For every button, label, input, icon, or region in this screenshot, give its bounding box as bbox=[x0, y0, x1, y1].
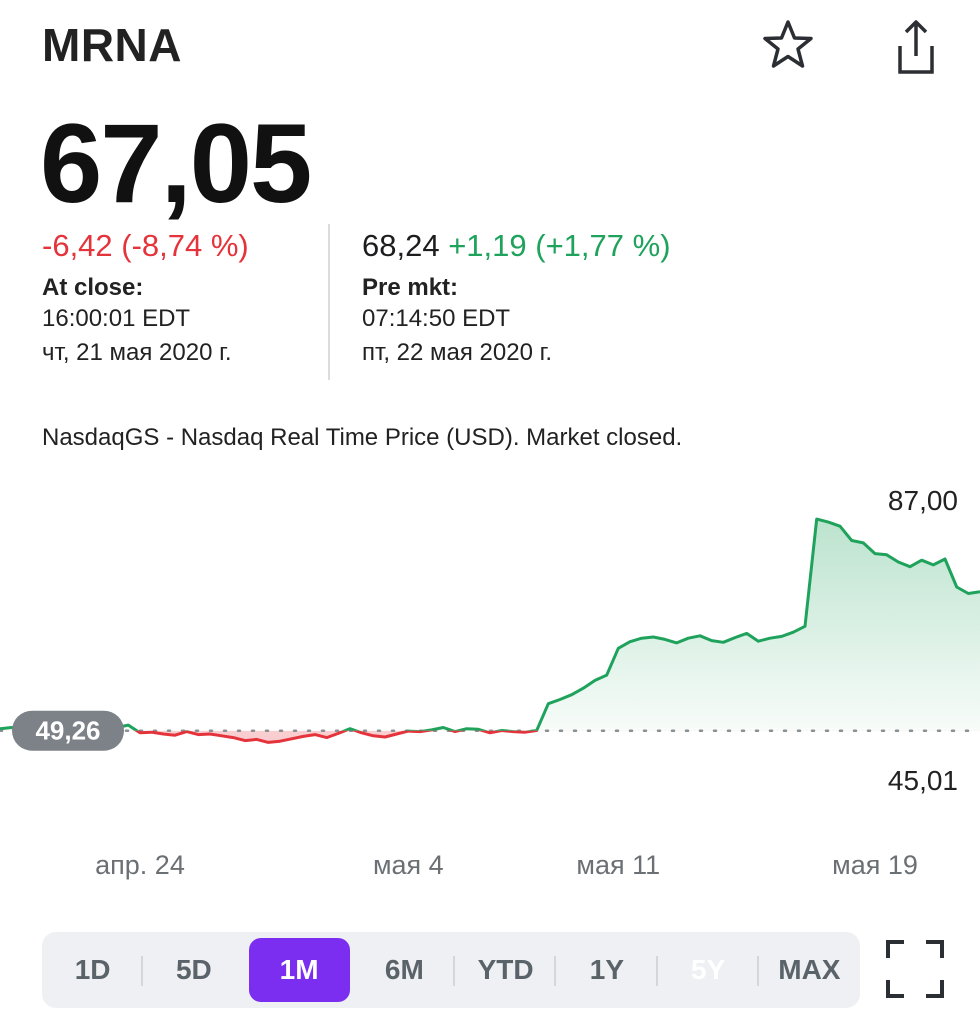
premarket-time: 07:14:50 EDT bbox=[362, 305, 511, 332]
range-1m[interactable]: 1M bbox=[248, 938, 350, 1002]
share-icon bbox=[898, 20, 934, 74]
range-5d[interactable]: 5D bbox=[175, 954, 212, 985]
expand-chart-button[interactable] bbox=[882, 936, 948, 1002]
reference-badge: 49,26 bbox=[12, 710, 124, 751]
area-above-reference bbox=[0, 519, 980, 731]
share-button[interactable] bbox=[884, 14, 948, 78]
reference-badge-label: 49,26 bbox=[35, 716, 100, 746]
range-max[interactable]: MAX bbox=[778, 954, 841, 985]
price-line-down bbox=[19, 730, 539, 744]
x-tick-label: мая 19 bbox=[832, 850, 918, 880]
premarket-change: +1,19 (+1,77 %) bbox=[448, 228, 671, 263]
ticker-symbol: MRNA bbox=[42, 19, 182, 71]
close-time: 16:00:01 EDT bbox=[42, 305, 191, 332]
premarket-date: пт, 22 мая 2020 г. bbox=[362, 339, 553, 366]
star-outline-icon bbox=[763, 20, 813, 68]
expand-fullscreen-icon bbox=[886, 940, 944, 998]
close-date: чт, 21 мая 2020 г. bbox=[42, 339, 232, 366]
x-tick-label: мая 4 bbox=[373, 850, 444, 880]
premarket-price: 68,24 bbox=[362, 228, 440, 263]
current-price: 67,05 bbox=[40, 101, 312, 226]
y-label-low: 45,01 bbox=[888, 765, 958, 796]
x-tick-label: апр. 24 bbox=[95, 850, 185, 880]
range-6m[interactable]: 6M bbox=[354, 938, 456, 1002]
x-tick-label: мая 11 bbox=[576, 850, 660, 880]
range-1d[interactable]: 1D bbox=[42, 938, 144, 1002]
source-note: NasdaqGS - Nasdaq Real Time Price (USD).… bbox=[42, 424, 683, 451]
premarket-label: Pre mkt: bbox=[362, 274, 459, 301]
watchlist-button[interactable] bbox=[756, 14, 820, 78]
y-label-high: 87,00 bbox=[888, 485, 958, 516]
close-label: At close: bbox=[42, 274, 144, 301]
range-selector: 1D 5D 1M 6M YTD 1Y 5Y MAX bbox=[42, 932, 860, 1008]
close-info: -6,42 (-8,74 %) At close: 16:00:01 EDT ч… bbox=[42, 226, 249, 370]
range-ytd[interactable]: YTD bbox=[455, 938, 557, 1002]
range-1y[interactable]: 1Y bbox=[556, 938, 658, 1002]
price-chart[interactable]: 49,26 87,00 45,01 апр. 24 мая 4 мая 11 мая … bbox=[0, 478, 980, 898]
premarket-info: 68,24 +1,19 (+1,77 %) Pre mkt: 07:14:50 … bbox=[362, 226, 671, 370]
range-5y[interactable]: 5Y bbox=[658, 938, 760, 1002]
close-change: -6,42 (-8,74 %) bbox=[42, 228, 249, 263]
price-line-up bbox=[0, 517, 980, 731]
quote-divider bbox=[328, 224, 330, 380]
